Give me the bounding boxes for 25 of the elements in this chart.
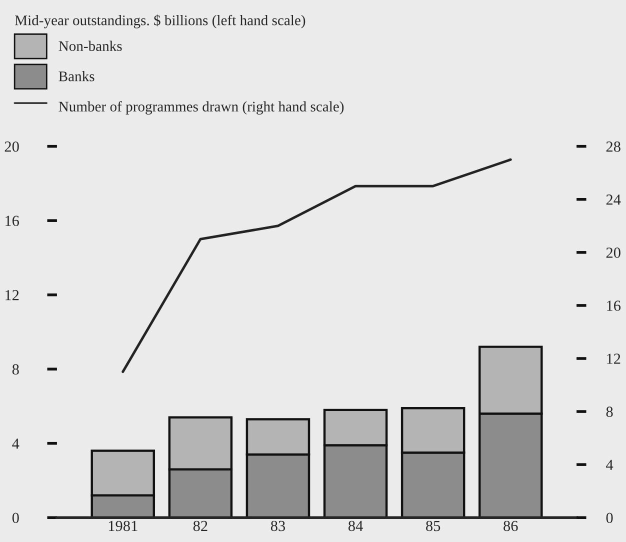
x-tick-label: 86 xyxy=(504,520,518,532)
x-tick-label: 1981 xyxy=(108,520,138,532)
x-tick-label: 83 xyxy=(270,520,286,532)
x-tick-label: 85 xyxy=(426,520,440,532)
y-tick-label: 0 xyxy=(12,512,19,524)
legend-label: Number of programmes drawn (right hand scale) xyxy=(58,101,344,115)
y2-tick-label: 12 xyxy=(607,354,620,364)
y-tick-label: 16 xyxy=(6,216,20,226)
y2-tick-label: 24 xyxy=(606,194,621,205)
y-tick-label: 8 xyxy=(12,364,19,375)
y2-tick-label: 4 xyxy=(606,460,614,470)
y-tick-label: 20 xyxy=(4,141,19,152)
line-series xyxy=(122,158,512,374)
legend-label: Banks xyxy=(58,71,94,82)
y-tick-label: 12 xyxy=(6,290,19,300)
y2-tick-label: 16 xyxy=(607,300,621,311)
y2-tick-label: 28 xyxy=(606,141,620,152)
y2-tick-label: 0 xyxy=(606,512,613,524)
legend-label: Non-banks xyxy=(58,40,122,52)
x-tick-label: 82 xyxy=(193,520,208,532)
y2-tick-label: 20 xyxy=(606,248,620,258)
y-tick-label: 4 xyxy=(12,438,20,449)
y2-tick-label: 8 xyxy=(606,406,613,417)
x-tick-label: 84 xyxy=(348,520,363,532)
legend-title: Mid-year outstandings. $ billions (left hand scale) xyxy=(15,14,306,28)
